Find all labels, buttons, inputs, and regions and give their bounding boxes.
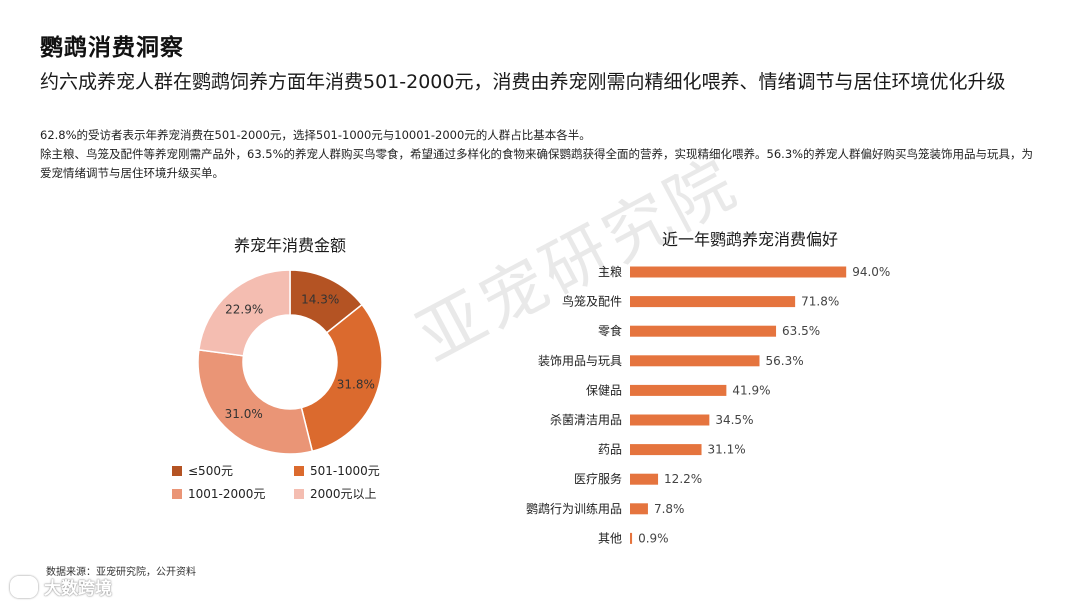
bar-value-label: 94.0% <box>852 265 890 279</box>
bar-category-label: 零食 <box>598 323 622 338</box>
page-title: 鹦鹉消费洞察 <box>40 35 184 61</box>
source-note: 数据来源：亚宠研究院，公开资料 <box>46 567 196 578</box>
legend-label: 501-1000元 <box>310 464 380 478</box>
bar-value-label: 71.8% <box>801 295 839 309</box>
bar-category-label: 装饰用品与玩具 <box>538 354 622 368</box>
donut-chart: 14.3% 31.8% 31.0% 22.9% <box>197 269 383 455</box>
legend-item: 1001-2000元 <box>172 485 294 502</box>
bar <box>630 473 659 485</box>
donut-slice-label: 22.9% <box>225 303 263 317</box>
bar-value-label: 31.1% <box>708 443 746 457</box>
bar-category-label: 主粮 <box>598 264 622 279</box>
bar-category-label: 其他 <box>598 531 622 545</box>
brand-logo: 大数跨境 <box>10 574 112 599</box>
legend-item: 501-1000元 <box>294 462 412 479</box>
bar <box>630 296 796 308</box>
donut-slice-label: 14.3% <box>301 292 339 306</box>
brand-text: 大数跨境 <box>44 579 112 599</box>
description-line-2: 除主粮、鸟笼及配件等养宠刚需产品外，63.5%的养宠人群购买鸟零食，希望通过多样… <box>40 147 1034 180</box>
donut-slice <box>197 349 314 455</box>
legend-swatch <box>172 488 182 499</box>
description: 62.8%的受访者表示年养宠消费在501-2000元，选择501-1000元与1… <box>40 126 1040 183</box>
bar-category-label: 鸟笼及配件 <box>562 294 622 309</box>
bar-chart: 主粮 94.0% 鸟笼及配件 71.8% 零食 63.5% 装饰用品与玩具 56.3% 保健品 4… <box>526 264 890 545</box>
bar-value-label: 7.8% <box>654 502 685 516</box>
pie-chart-title: 养宠年消费金额 <box>233 236 346 255</box>
bar <box>630 355 760 367</box>
bar-category-label: 保健品 <box>586 383 622 397</box>
donut-slice <box>300 303 383 453</box>
headline: 约六成养宠人群在鹦鹉饲养方面年消费501-2000元，消费由养宠刚需向精细化喂养… <box>40 71 1006 93</box>
bar-value-label: 0.9% <box>638 531 669 545</box>
bar <box>630 503 648 515</box>
legend-swatch <box>294 465 304 476</box>
legend-label: ≤500元 <box>188 464 233 478</box>
legend-swatch <box>172 465 182 476</box>
donut-slice <box>197 269 291 357</box>
bar <box>630 384 727 396</box>
bar-value-label: 34.5% <box>715 413 753 427</box>
bar <box>630 325 777 337</box>
bar-value-label: 41.9% <box>732 383 770 397</box>
bar-category-label: 杀菌清洁用品 <box>550 412 622 427</box>
description-line-1: 62.8%的受访者表示年养宠消费在501-2000元，选择501-1000元与1… <box>40 128 591 142</box>
legend-label: 1001-2000元 <box>188 487 266 501</box>
legend-swatch <box>294 488 304 499</box>
pie-legend: ≤500元 501-1000元 1001-2000元 2000元以上 <box>172 462 412 502</box>
bar-category-label: 医疗服务 <box>574 471 622 486</box>
bar-category-label: 药品 <box>598 443 622 457</box>
bar <box>630 444 702 456</box>
bar-chart-title: 近一年鹦鹉养宠消费偏好 <box>661 230 838 249</box>
legend-item: 2000元以上 <box>294 485 412 502</box>
bar-value-label: 12.2% <box>664 472 702 486</box>
bar-value-label: 63.5% <box>782 324 820 338</box>
bar-category-label: 鹦鹉行为训练用品 <box>526 501 622 516</box>
bar <box>630 414 710 426</box>
bar <box>630 532 633 544</box>
brand-icon <box>10 575 38 598</box>
donut-slice-label: 31.0% <box>225 407 263 421</box>
bar-value-label: 56.3% <box>765 354 803 368</box>
legend-item: ≤500元 <box>172 462 294 479</box>
donut-slice-label: 31.8% <box>337 377 375 391</box>
bar <box>630 266 847 278</box>
legend-label: 2000元以上 <box>310 487 377 501</box>
